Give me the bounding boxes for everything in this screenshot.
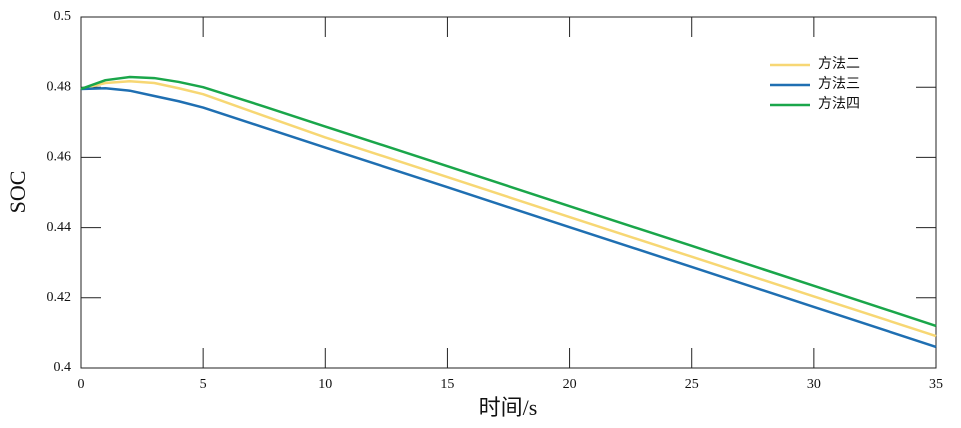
y-tick-label: 0.5 bbox=[54, 9, 72, 24]
x-tick-label: 5 bbox=[200, 377, 207, 392]
series-line bbox=[80, 87, 937, 349]
series-line bbox=[80, 79, 937, 338]
y-tick-label: 0.4 bbox=[54, 360, 72, 375]
x-tick-label: 35 bbox=[929, 377, 943, 392]
x-tick-label: 30 bbox=[807, 377, 821, 392]
x-axis-label: 时间/s bbox=[479, 395, 538, 420]
x-tick-label: 20 bbox=[563, 377, 577, 392]
series-line bbox=[80, 75, 937, 328]
x-tick-label: 0 bbox=[78, 377, 85, 392]
y-tick-label: 0.44 bbox=[47, 220, 72, 235]
legend-label: 方法四 bbox=[818, 96, 860, 112]
plot-frame bbox=[80, 16, 937, 369]
legend-label: 方法二 bbox=[818, 56, 860, 72]
x-tick-label: 10 bbox=[318, 377, 332, 392]
x-tick-label: 15 bbox=[440, 377, 454, 392]
y-tick-label: 0.48 bbox=[47, 79, 72, 94]
y-tick-label: 0.46 bbox=[47, 150, 72, 165]
y-tick-label: 0.42 bbox=[47, 290, 72, 305]
y-axis-label: SOC bbox=[5, 171, 30, 214]
legend-label: 方法三 bbox=[818, 76, 860, 92]
x-tick-label: 25 bbox=[685, 377, 699, 392]
